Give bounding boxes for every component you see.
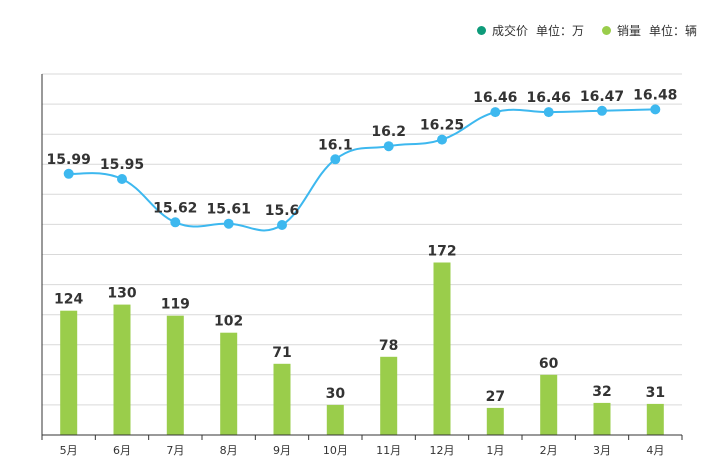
axes: 5月 6月 7月 8月 9月 10月 11月 12月 1月 2月 3月 4月 [41, 74, 683, 457]
price-point [490, 107, 501, 118]
x-tick-label: 4月 [646, 444, 664, 457]
bar-sales [113, 304, 131, 435]
bar-sales [540, 374, 558, 435]
x-tick-label: 9月 [273, 444, 291, 457]
price-point [597, 105, 607, 116]
bar-series-sales [60, 262, 664, 435]
chart-legend: 成交价 单位：万 销量 单位：辆 [459, 22, 697, 39]
bar-sales [273, 363, 291, 435]
price-point [650, 104, 661, 115]
price-value-label: 16.46 [473, 90, 517, 106]
price-value-label: 15.62 [153, 200, 197, 216]
price-point [170, 217, 181, 228]
price-point [383, 141, 394, 152]
legend-item-price[interactable]: 成交价 单位：万 [476, 22, 584, 39]
price-value-label: 15.6 [265, 203, 300, 219]
legend-price-dot-icon [476, 26, 486, 35]
bar-value-label: 27 [486, 389, 505, 405]
bar-value-label: 30 [326, 386, 346, 402]
price-point [277, 220, 287, 230]
legend-sales-label: 销量 [616, 24, 641, 38]
legend-price-label: 成交价 [491, 24, 528, 38]
bar-value-label: 32 [592, 384, 611, 400]
price-value-label: 15.61 [207, 202, 251, 218]
bar-sales [60, 310, 78, 435]
price-value-label: 16.1 [318, 137, 353, 153]
x-tick-label: 7月 [166, 444, 184, 457]
bar-sales [220, 332, 238, 435]
bar-sales [486, 407, 504, 435]
x-tick-label: 1月 [486, 444, 504, 457]
bar-sales [646, 403, 664, 435]
x-tick-label: 5月 [60, 444, 78, 457]
price-point [330, 154, 341, 165]
bar-value-label: 78 [379, 338, 398, 354]
price-value-label: 16.47 [580, 89, 624, 105]
data-labels: 124 130 119 102 71 30 78 172 27 60 32 31 15.99 15.95 1… [47, 87, 678, 405]
bar-value-label: 130 [107, 286, 136, 302]
grid-lines [42, 73, 682, 406]
bar-value-label: 119 [161, 297, 190, 313]
x-tick-label: 12月 [430, 444, 455, 457]
x-tick-label: 6月 [113, 444, 131, 457]
price-value-label: 16.46 [527, 90, 571, 106]
bar-value-label: 172 [427, 244, 456, 260]
price-point [223, 218, 234, 229]
bar-sales [433, 262, 451, 435]
price-point [437, 134, 447, 145]
bar-value-label: 124 [54, 292, 83, 308]
x-tick-label: 2月 [540, 444, 558, 457]
price-value-label: 15.99 [47, 152, 91, 168]
x-tick-label: 8月 [220, 444, 238, 457]
line-series-price [63, 104, 661, 232]
price-point [63, 168, 74, 179]
price-point [543, 107, 554, 118]
bar-sales [166, 315, 184, 435]
bar-value-label: 60 [539, 356, 559, 372]
bar-sales [593, 402, 611, 435]
bar-value-label: 71 [272, 345, 291, 361]
price-value-label: 16.48 [633, 87, 677, 103]
price-value-label: 16.2 [371, 124, 406, 140]
x-tick-label: 10月 [323, 444, 348, 457]
bar-sales [326, 404, 344, 435]
price-value-label: 15.95 [100, 157, 144, 173]
legend-sales-dot-icon [601, 26, 611, 35]
legend-item-sales[interactable]: 销量 单位：辆 [601, 22, 697, 39]
x-tick-label: 11月 [376, 444, 401, 457]
bar-value-label: 31 [646, 385, 665, 401]
legend-price-unit: 单位：万 [535, 24, 584, 38]
x-tick-label: 3月 [593, 444, 611, 457]
legend-sales-unit: 单位：辆 [648, 24, 697, 38]
bar-sales [380, 356, 398, 435]
bar-value-label: 102 [214, 314, 243, 330]
price-value-label: 16.25 [420, 118, 464, 134]
price-point [117, 174, 127, 184]
